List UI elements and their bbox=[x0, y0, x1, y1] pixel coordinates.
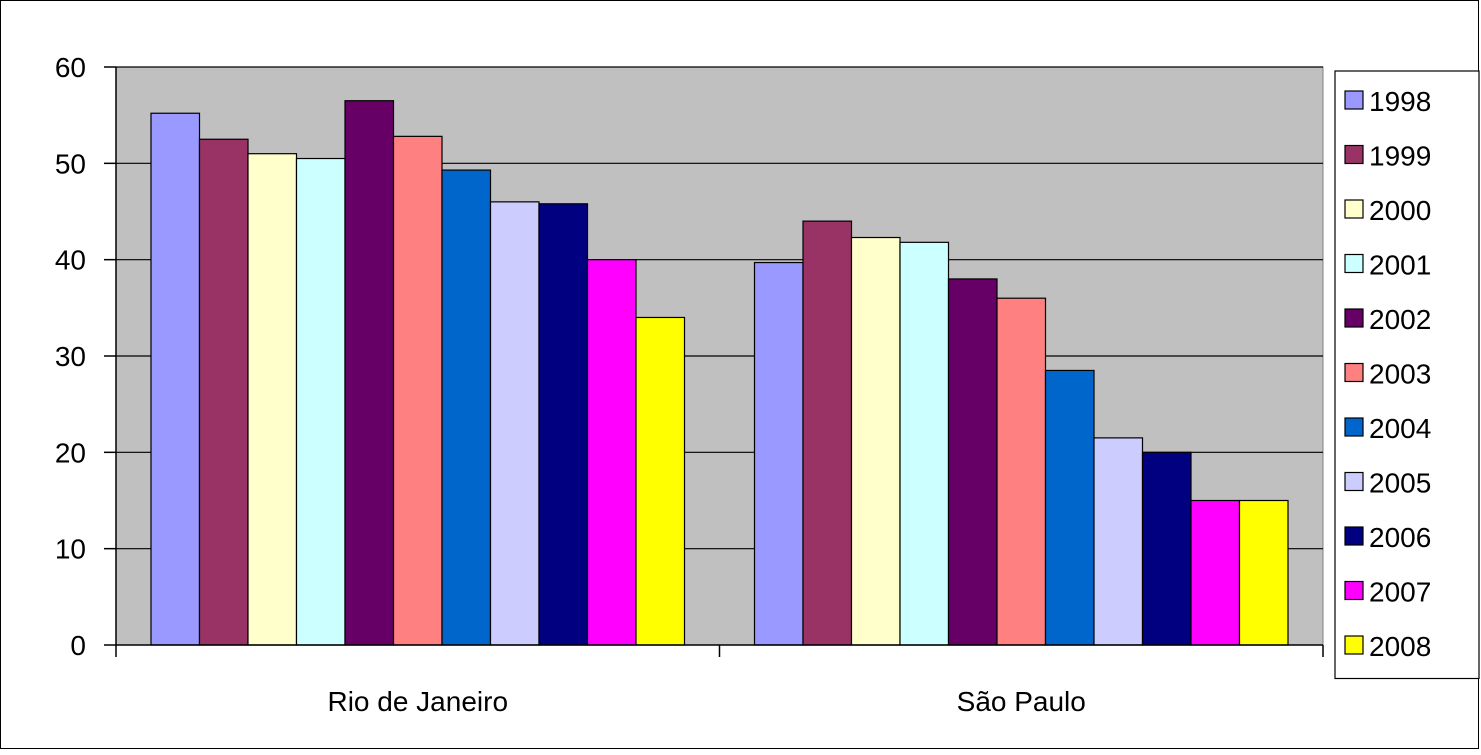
legend-swatch-2001 bbox=[1344, 253, 1364, 274]
y-tick-label: 30 bbox=[55, 341, 86, 372]
x-tick-label: São Paulo bbox=[957, 686, 1086, 717]
bar-2005-1 bbox=[1093, 437, 1144, 646]
bar-2000-0 bbox=[247, 153, 298, 646]
legend-label-2007: 2007 bbox=[1369, 577, 1431, 608]
bar-2003-0 bbox=[392, 135, 443, 646]
legend-swatch-2002 bbox=[1344, 308, 1364, 328]
bar-1999-0 bbox=[198, 138, 249, 646]
legend-label-2002: 2002 bbox=[1369, 304, 1431, 335]
legend-swatch-2007 bbox=[1344, 580, 1364, 601]
y-tick-label: 60 bbox=[55, 52, 86, 83]
bar-2002-1 bbox=[947, 278, 998, 646]
bar-2008-1 bbox=[1238, 499, 1289, 646]
axes: 0 10 20 30 40 50 60 Rio de Janeiro São Paulo bbox=[55, 52, 1324, 717]
legend-swatch-2008 bbox=[1344, 635, 1364, 655]
y-tick-label: 0 bbox=[70, 630, 86, 661]
legend-label-2008: 2008 bbox=[1369, 631, 1431, 662]
bar-2005-0 bbox=[489, 201, 540, 646]
x-tick-label: Rio de Janeiro bbox=[327, 686, 508, 717]
legend-label-1998: 1998 bbox=[1369, 86, 1431, 117]
bar-2007-0 bbox=[586, 259, 637, 646]
bar-2006-1 bbox=[1141, 451, 1192, 646]
bar-2000-1 bbox=[850, 236, 901, 646]
legend-label-2005: 2005 bbox=[1369, 468, 1431, 499]
legend-label-2004: 2004 bbox=[1369, 413, 1431, 444]
legend-label-2001: 2001 bbox=[1369, 250, 1431, 281]
bar-1998-1 bbox=[753, 261, 804, 646]
y-tick-label: 50 bbox=[55, 148, 86, 179]
legend-swatch-2003 bbox=[1344, 362, 1364, 383]
legend-swatch-1999 bbox=[1344, 144, 1364, 165]
bar-2008-0 bbox=[635, 316, 686, 646]
bar-2004-0 bbox=[441, 169, 492, 646]
bar-1999-1 bbox=[802, 220, 853, 646]
bar-2001-0 bbox=[295, 157, 346, 646]
y-tick-label: 10 bbox=[55, 534, 86, 565]
bar-1998-0 bbox=[150, 112, 201, 646]
legend-swatch-2005 bbox=[1344, 471, 1364, 492]
bar-2003-1 bbox=[996, 297, 1047, 646]
bars bbox=[150, 100, 1289, 646]
bar-2002-0 bbox=[344, 100, 395, 646]
legend-swatch-2000 bbox=[1344, 199, 1364, 219]
bar-2006-0 bbox=[538, 203, 589, 646]
legend-label-2003: 2003 bbox=[1369, 359, 1431, 390]
bar-2007-1 bbox=[1190, 499, 1241, 646]
legend-swatch-2004 bbox=[1344, 417, 1364, 437]
legend-swatch-1998 bbox=[1344, 90, 1364, 110]
y-tick-label: 20 bbox=[55, 437, 86, 468]
legend-label-1999: 1999 bbox=[1369, 141, 1431, 172]
y-tick-label: 40 bbox=[55, 245, 86, 276]
legend-label-2000: 2000 bbox=[1369, 195, 1431, 226]
bar-2001-1 bbox=[899, 241, 950, 646]
legend: 1998 1999 2000 2001 2002 2003 2004 2005 2006 2007… bbox=[1334, 70, 1480, 680]
legend-label-2006: 2006 bbox=[1369, 522, 1431, 553]
legend-swatch-2006 bbox=[1344, 526, 1364, 546]
bar-2004-1 bbox=[1044, 369, 1095, 646]
